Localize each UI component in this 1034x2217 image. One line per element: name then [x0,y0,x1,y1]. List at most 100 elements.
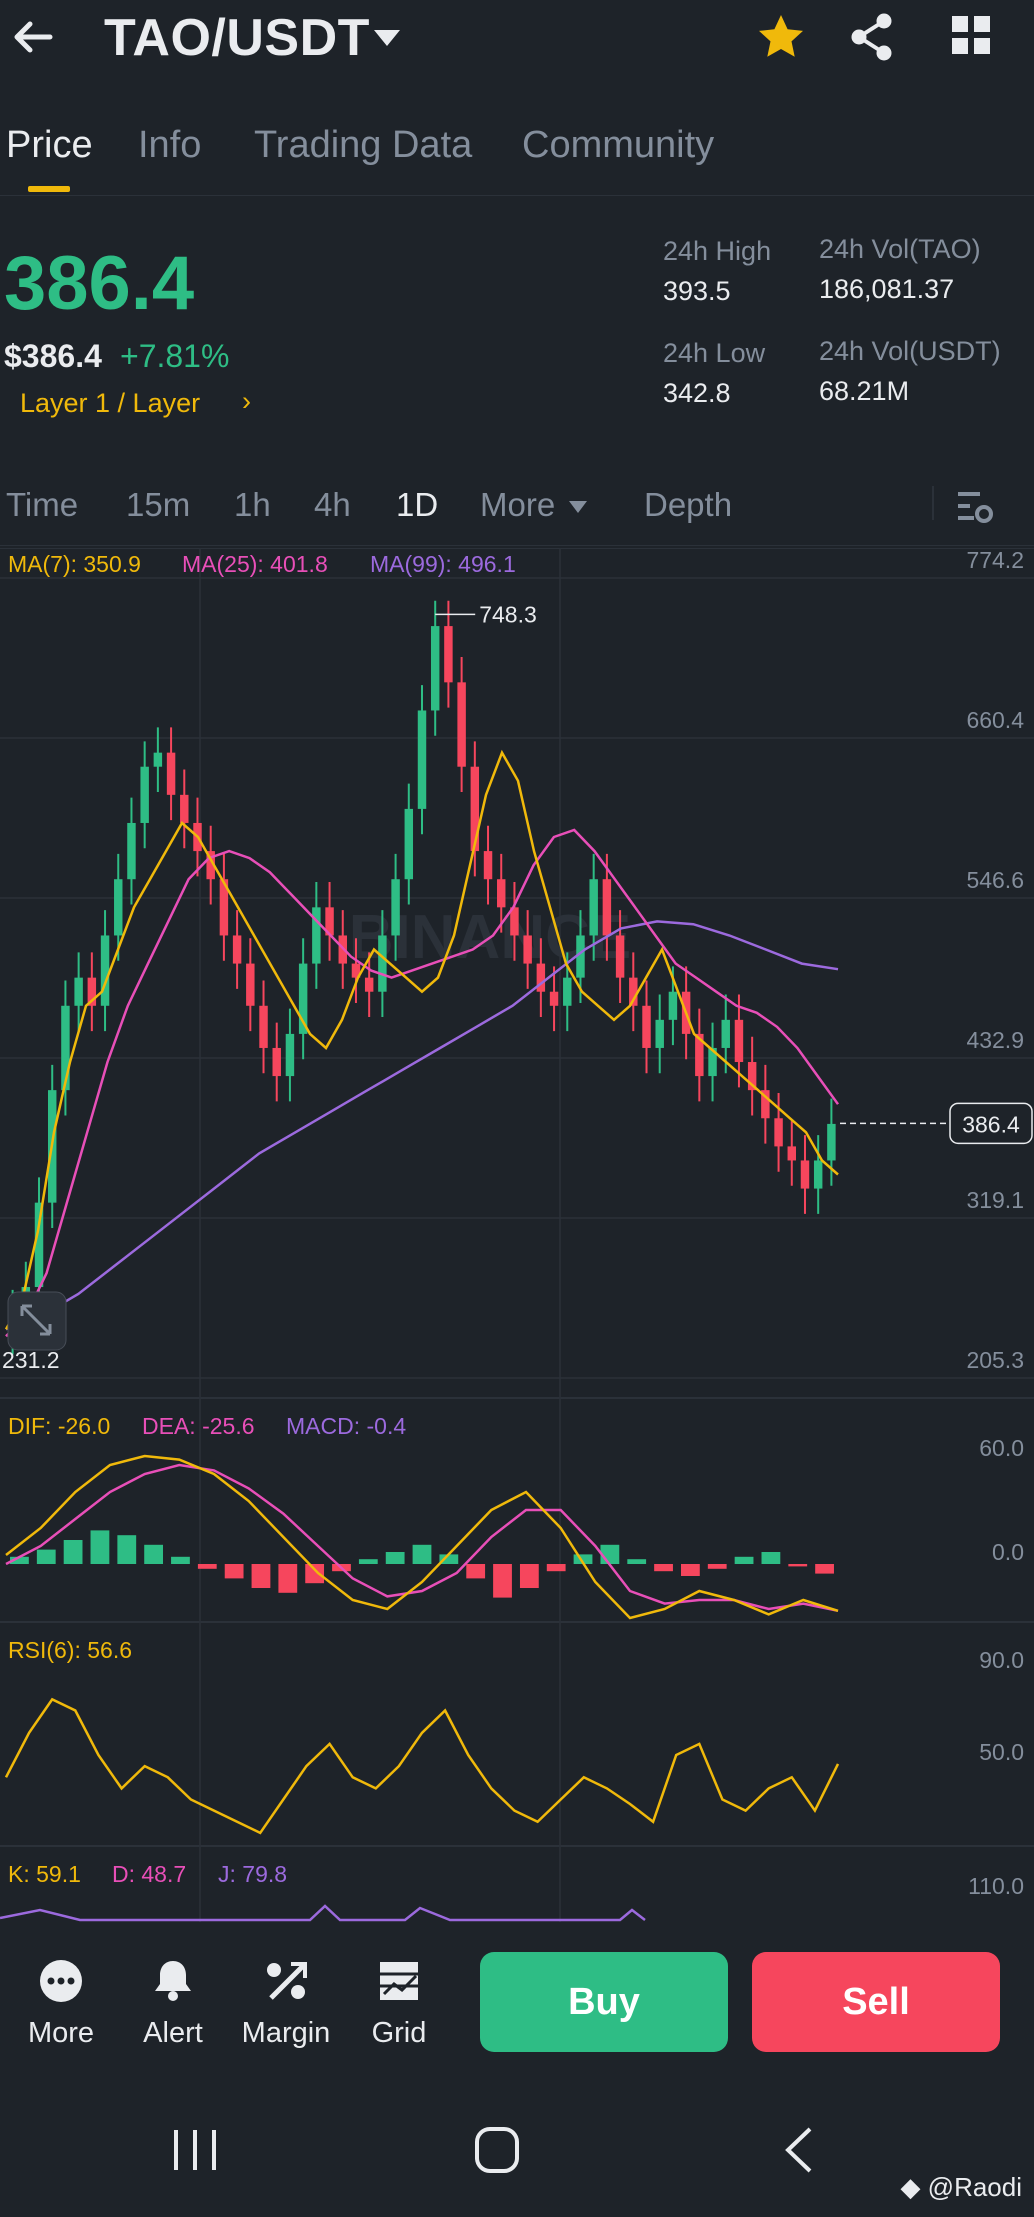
tab-trading-data[interactable]: Trading Data [254,124,473,166]
dea-line [5,1463,839,1613]
chart-settings-icon[interactable] [956,490,994,531]
macd-histogram-bar [493,1564,512,1598]
macd-histogram-bar [251,1564,271,1588]
tab-community[interactable]: Community [522,124,715,166]
macd-histogram-bar [171,1556,190,1564]
macd-histogram-bar [546,1564,566,1572]
share-icon[interactable] [848,12,896,67]
candle-body [787,1146,797,1161]
more-action[interactable]: More [16,1958,106,2050]
chevron-right-icon[interactable]: › [242,386,251,416]
margin-action[interactable]: Margin [241,1958,331,2050]
category-tag[interactable]: Layer 1 / Layer [20,388,201,418]
macd-histogram-bar [734,1556,754,1564]
candle-body [695,1033,704,1077]
candle-body [655,1019,664,1048]
margin-icon [267,1962,307,2000]
macd-histogram-bar [278,1564,298,1593]
recent-apps-icon[interactable] [170,2128,220,2177]
margin-label: Margin [241,2017,331,2049]
macd-histogram-bar [439,1554,459,1564]
buy-button[interactable]: Buy [480,1952,728,2052]
back-arrow-icon[interactable] [10,14,56,65]
interval-more[interactable]: More [480,486,556,523]
vol-tao-label: 24h Vol(TAO) [819,234,981,264]
interval-1h[interactable]: 1h [234,486,271,523]
vol-tao-value: 186,081.37 [819,274,955,304]
tab-info[interactable]: Info [138,124,202,166]
chart-canvas[interactable]: 774.2660.4546.6432.9319.1205.3BINANCEMA(… [0,547,1034,1922]
rsi-legend-item: RSI(6): 56.6 [8,1637,132,1663]
candle-body [615,935,625,978]
candle-body [444,626,453,683]
candle-body [523,935,532,964]
candle-body [536,963,546,992]
candle-body [74,977,83,1006]
ma25-line [5,828,840,1338]
macd-legend-item: DEA: -25.6 [142,1413,255,1439]
dif-line [5,1454,839,1620]
candle-body [483,851,493,880]
macd-histogram-bar [707,1564,727,1569]
credit-watermark: ◆ @Raodi [900,2172,1022,2203]
chevron-down-icon[interactable] [372,28,402,53]
tab-price[interactable]: Price [6,124,93,166]
candle-body [668,991,678,1020]
macd-histogram-bar [63,1540,83,1564]
interval-15m[interactable]: 15m [126,486,191,523]
grid-action[interactable]: Grid [354,1958,444,2050]
grid-menu-icon[interactable] [950,14,992,61]
candle-body [285,1033,295,1077]
kdj-legend-item: D: 48.7 [112,1861,186,1887]
favorite-star-icon[interactable] [756,12,806,67]
current-price-tag [949,1102,1033,1145]
grid-bot-icon [380,1962,418,2000]
macd-histogram-bar [412,1544,432,1564]
alert-action[interactable]: Alert [128,1958,218,2050]
home-icon[interactable] [474,2126,520,2179]
trading-pair-title[interactable]: TAO/USDT [104,9,370,67]
interval-bar: Time 15m 1h 4h 1D More Depth [0,470,1034,546]
candle-body [721,1019,730,1048]
back-icon[interactable] [782,2126,814,2179]
interval-time[interactable]: Time [6,486,79,523]
vol-usdt-value: 68.21M [819,376,910,406]
candle-body [813,1160,823,1189]
macd-histogram-bar [305,1564,325,1584]
interval-1d[interactable]: 1D [396,486,439,523]
candle-body [259,1005,268,1048]
macd-histogram-bar [788,1564,808,1567]
y-tick-label: 774.2 [966,548,1024,573]
candle-body [364,977,374,992]
rsi-tick-label: 90.0 [979,1647,1024,1673]
macd-histogram-bar [144,1544,164,1564]
candle-body [166,752,176,795]
candle-body [510,907,519,936]
candle-body [800,1160,810,1189]
y-tick-label: 319.1 [966,1187,1024,1213]
interval-depth[interactable]: Depth [644,486,733,523]
interval-4h[interactable]: 4h [314,486,351,523]
candle-body [378,935,387,992]
fiat-price: $386.4 [4,338,102,374]
diamond-logo-icon: ◆ [900,2172,928,2202]
candle-body [589,879,598,936]
macd-histogram-bar [680,1564,700,1576]
bell-icon [155,1961,191,2001]
candle-body [549,991,559,1006]
candlestick-chart[interactable]: 774.2 660.4 546.6 432.9 319.1 205.3 BINANCE MA(… [0,547,1034,1922]
candle-body [351,963,361,978]
candle-body [206,851,215,880]
macd-histogram-bar [197,1564,217,1569]
candle-body [576,935,585,978]
low-value: 342.8 [663,378,731,408]
kdj-tick-label: 110.0 [968,1873,1024,1899]
sell-button[interactable]: Sell [752,1952,1000,2052]
chevron-down-icon[interactable] [568,500,588,519]
y-tick-label: 205.3 [966,1347,1024,1373]
macd-histogram-bar [654,1564,673,1572]
expand-arrows [20,1304,52,1336]
alert-label: Alert [143,2017,203,2049]
candle-body [470,766,480,852]
ma99-line [5,920,839,1331]
